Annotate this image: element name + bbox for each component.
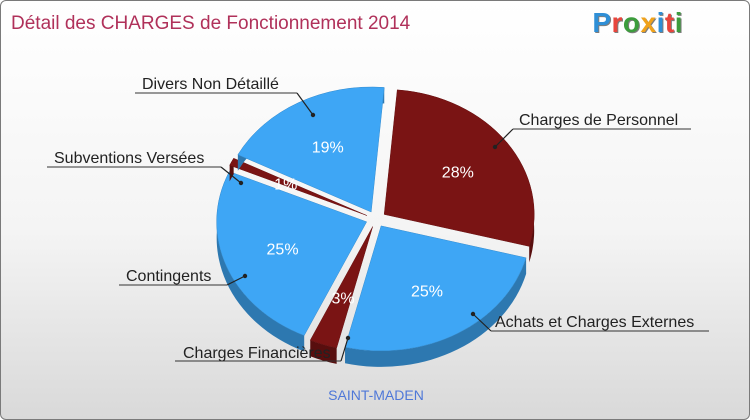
slice-percentage-label: 25% <box>411 283 443 300</box>
pie-slice <box>344 225 527 367</box>
callout-arrowhead <box>238 180 244 186</box>
slice-percentage-label: 25% <box>267 242 299 259</box>
callout-leader <box>472 313 492 332</box>
slice-percentage-label: 28% <box>442 164 474 181</box>
logo-letter: t <box>664 7 675 38</box>
proxiti-logo: Proxiti <box>592 7 683 39</box>
logo-letter: i <box>656 7 665 38</box>
pie-slices <box>216 86 535 367</box>
slice-percentage-label: 1% <box>274 176 297 193</box>
callout-leader <box>226 275 246 286</box>
pie-slice <box>216 171 368 352</box>
logo-letter: r <box>611 7 623 38</box>
slice-category-label: Achats et Charges Externes <box>495 314 694 331</box>
slice-callout: Divers Non Détaillé <box>135 76 316 118</box>
pie-slice <box>383 89 535 263</box>
slice-callout: Achats et Charges Externes <box>470 311 709 332</box>
slice-category-label: Charges de Personnel <box>519 112 678 129</box>
slice-category-label: Contingents <box>126 268 211 285</box>
percentage-labels: 28% 25% 3% 25% 1% 19% <box>267 139 474 307</box>
pie-slice-top <box>309 226 373 349</box>
pie-slice-top <box>383 89 535 247</box>
pie-slice-side <box>345 257 527 367</box>
slice-callout: Subventions Versées <box>47 150 244 186</box>
callout-arrowhead <box>470 311 476 317</box>
pie-slice-top <box>216 171 368 336</box>
pie-slice <box>229 157 368 216</box>
logo-letter: x <box>640 7 657 38</box>
callout-leader <box>296 92 314 116</box>
callout-arrowhead <box>492 144 498 150</box>
logo-letter: P <box>592 7 612 38</box>
slice-category-label: Divers Non Détaillé <box>142 76 279 93</box>
pie-slice-side <box>310 340 337 364</box>
pie-slice-top <box>344 225 527 352</box>
callout-leader <box>494 128 514 148</box>
pie-slice-top <box>237 86 385 213</box>
pie-slice <box>237 86 385 213</box>
slice-percentage-label: 19% <box>312 139 344 156</box>
slice-callout: Contingents <box>119 268 248 286</box>
slice-callout: Charges Financières <box>175 335 351 362</box>
callout-leader <box>340 337 349 362</box>
slice-callout: Charges de Personnel <box>492 112 691 150</box>
slice-callouts: Charges de Personnel Achats et Charges Ex… <box>47 76 709 362</box>
slice-category-label: Charges Financières <box>183 345 331 362</box>
slice-category-label: Subventions Versées <box>54 150 204 167</box>
logo-letter: i <box>674 7 683 38</box>
chart-title: Détail des CHARGES de Fonctionnement 201… <box>11 13 411 34</box>
city-name: SAINT-MADEN <box>328 387 424 403</box>
callout-arrowhead <box>310 112 316 118</box>
pie-slice <box>309 226 373 364</box>
callout-leader <box>220 166 242 184</box>
pie-slice-top <box>229 157 368 216</box>
callout-arrowhead <box>345 335 351 341</box>
callout-arrowhead <box>242 273 248 279</box>
logo-letter: o <box>622 7 641 38</box>
slice-percentage-label: 3% <box>331 290 354 307</box>
